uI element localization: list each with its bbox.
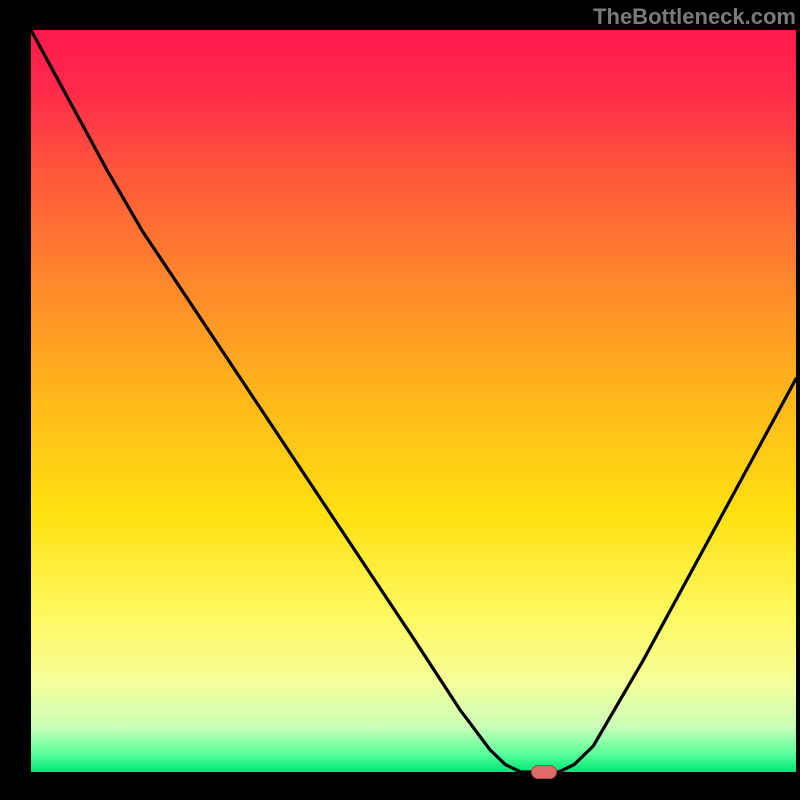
chart-container: TheBottleneck.com (0, 0, 800, 800)
plot-svg (31, 30, 796, 772)
watermark-text: TheBottleneck.com (593, 4, 796, 30)
optimal-marker (531, 765, 557, 778)
plot-background (31, 30, 796, 772)
plot-area (31, 30, 796, 772)
